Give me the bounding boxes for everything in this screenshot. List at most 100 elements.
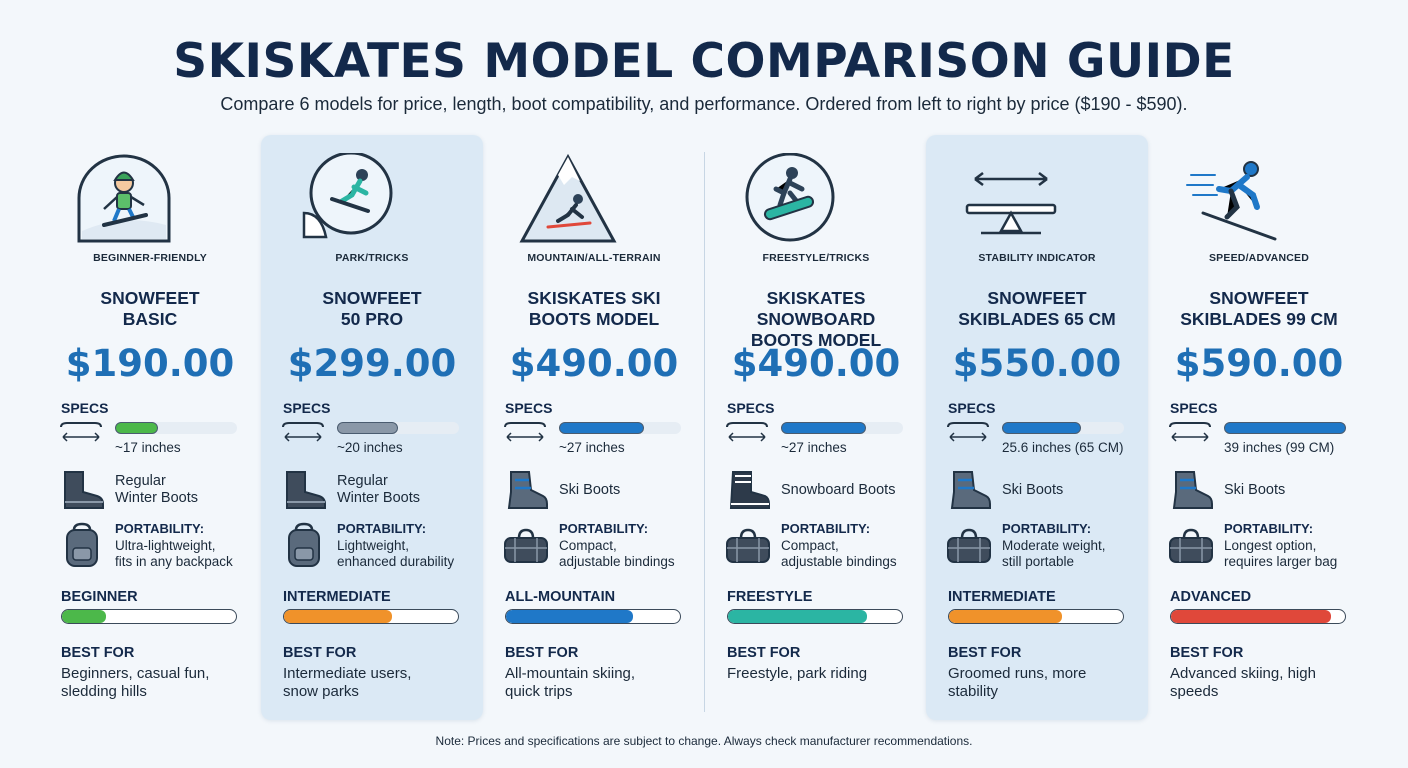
length-bar (559, 422, 681, 434)
duffel-bag-icon (503, 522, 549, 568)
model-card: MOUNTAIN/ALL-TERRAIN SKISKATES SKI BOOTS … (483, 135, 705, 720)
best-for-heading: BEST FOR (61, 645, 135, 661)
portability-heading: PORTABILITY: (559, 521, 649, 536)
length-bar (781, 422, 903, 434)
length-text: ~27 inches (559, 440, 625, 455)
backpack-icon (281, 522, 327, 568)
best-for-text: Beginners, casual fun, sledding hills (61, 665, 210, 700)
model-price: $590.00 (1174, 342, 1344, 385)
ski-length-icon (1168, 421, 1212, 443)
level-bar (283, 609, 459, 624)
model-price: $490.00 (731, 342, 901, 385)
length-bar-fill (337, 422, 398, 434)
boot-compatibility: Ski Boots (559, 481, 621, 498)
category-label: PARK/TRICKS (335, 252, 409, 264)
length-text: ~17 inches (115, 440, 181, 455)
category-label: MOUNTAIN/ALL-TERRAIN (527, 252, 661, 264)
snowboard-boot-icon (725, 470, 773, 510)
ski-length-icon (281, 421, 325, 443)
ski-length-icon (946, 421, 990, 443)
level-bar (1170, 609, 1346, 624)
level-bar-fill (1171, 610, 1332, 623)
category-label: SPEED/ADVANCED (1208, 252, 1310, 264)
specs-heading: SPECS (505, 400, 553, 416)
best-for-text: Intermediate users, snow parks (283, 665, 412, 700)
best-for-heading: BEST FOR (1170, 645, 1244, 661)
model-price: $550.00 (952, 342, 1122, 385)
portability-text: Moderate weight, still portable (1002, 538, 1106, 569)
specs-heading: SPECS (1170, 400, 1218, 416)
length-bar-fill (559, 422, 645, 434)
length-bar-fill (1224, 422, 1346, 434)
page-subtitle: Compare 6 models for price, length, boot… (220, 94, 1188, 114)
specs-heading: SPECS (283, 400, 331, 416)
park-tricks-icon (296, 153, 396, 245)
level-heading: FREESTYLE (727, 589, 813, 605)
stability-balance-icon (961, 153, 1061, 245)
length-text: 25.6 inches (65 CM) (1002, 440, 1124, 455)
portability-heading: PORTABILITY: (337, 521, 427, 536)
speed-skier-icon (1183, 153, 1283, 245)
level-bar-fill (506, 610, 634, 623)
model-name: SNOWFEET SKIBLADES 65 CM (958, 288, 1116, 329)
boot-compatibility: Snowboard Boots (781, 481, 896, 498)
level-heading: ALL-MOUNTAIN (505, 589, 616, 605)
page-title: SKISKATES MODEL COMPARISON GUIDE (173, 34, 1235, 89)
category-label: BEGINNER-FRIENDLY (93, 252, 207, 264)
category-label: STABILITY INDICATOR (978, 252, 1096, 264)
length-bar (1002, 422, 1124, 434)
portability-text: Ultra-lightweight, fits in any backpack (115, 538, 233, 569)
length-bar-fill (781, 422, 867, 434)
level-heading: ADVANCED (1170, 589, 1252, 605)
length-bar-fill (115, 422, 158, 434)
ski-boot-icon (946, 470, 994, 510)
model-name: SKISKATES SNOWBOARD BOOTS MODEL (750, 288, 882, 350)
model-price: $190.00 (65, 342, 235, 385)
level-bar (61, 609, 237, 624)
ski-length-icon (503, 421, 547, 443)
portability-heading: PORTABILITY: (115, 521, 205, 536)
model-name: SNOWFEET BASIC (100, 288, 200, 329)
specs-heading: SPECS (948, 400, 996, 416)
specs-heading: SPECS (61, 400, 109, 416)
level-bar-fill (949, 610, 1063, 623)
length-bar (337, 422, 459, 434)
level-bar (727, 609, 903, 624)
best-for-text: Advanced skiing, high speeds (1170, 665, 1316, 700)
model-name: SKISKATES SKI BOOTS MODEL (527, 288, 661, 329)
model-price: $490.00 (509, 342, 679, 385)
portability-heading: PORTABILITY: (1224, 521, 1314, 536)
column-divider (704, 152, 705, 712)
boot-compatibility: Regular Winter Boots (337, 473, 420, 506)
duffel-bag-icon (946, 522, 992, 568)
best-for-text: Freestyle, park riding (727, 665, 868, 682)
backpack-icon (59, 522, 105, 568)
level-bar-fill (284, 610, 392, 623)
category-label: FREESTYLE/TRICKS (762, 252, 870, 264)
best-for-text: Groomed runs, more stability (948, 665, 1087, 700)
length-text: 39 inches (99 CM) (1224, 440, 1335, 455)
ski-boot-icon (1168, 470, 1216, 510)
model-card: BEGINNER-FRIENDLY SNOWFEET BASIC $190.00 SP… (39, 135, 261, 720)
model-card: STABILITY INDICATOR SNOWFEET SKIBLADES 65… (926, 135, 1148, 720)
portability-text: Compact, adjustable bindings (559, 538, 675, 569)
specs-heading: SPECS (727, 400, 775, 416)
portability-heading: PORTABILITY: (1002, 521, 1092, 536)
level-heading: BEGINNER (61, 589, 138, 605)
portability-text: Longest option, requires larger bag (1224, 538, 1338, 569)
level-heading: INTERMEDIATE (948, 589, 1056, 605)
freestyle-snowboarder-icon (740, 153, 840, 245)
portability-text: Lightweight, enhanced durability (337, 538, 455, 569)
length-text: ~27 inches (781, 440, 847, 455)
model-card: PARK/TRICKS SNOWFEET 50 PRO $299.00 SPECS ~… (261, 135, 483, 720)
ski-boot-icon (503, 470, 551, 510)
duffel-bag-icon (725, 522, 771, 568)
beginner-snowboarder-icon (74, 153, 174, 245)
boot-compatibility: Regular Winter Boots (115, 473, 198, 506)
best-for-text: All-mountain skiing, quick trips (505, 665, 636, 700)
level-bar (948, 609, 1124, 624)
boot-compatibility: Ski Boots (1002, 481, 1064, 498)
level-bar-fill (62, 610, 106, 623)
model-name: SNOWFEET SKIBLADES 99 CM (1180, 288, 1338, 329)
boot-compatibility: Ski Boots (1224, 481, 1286, 498)
